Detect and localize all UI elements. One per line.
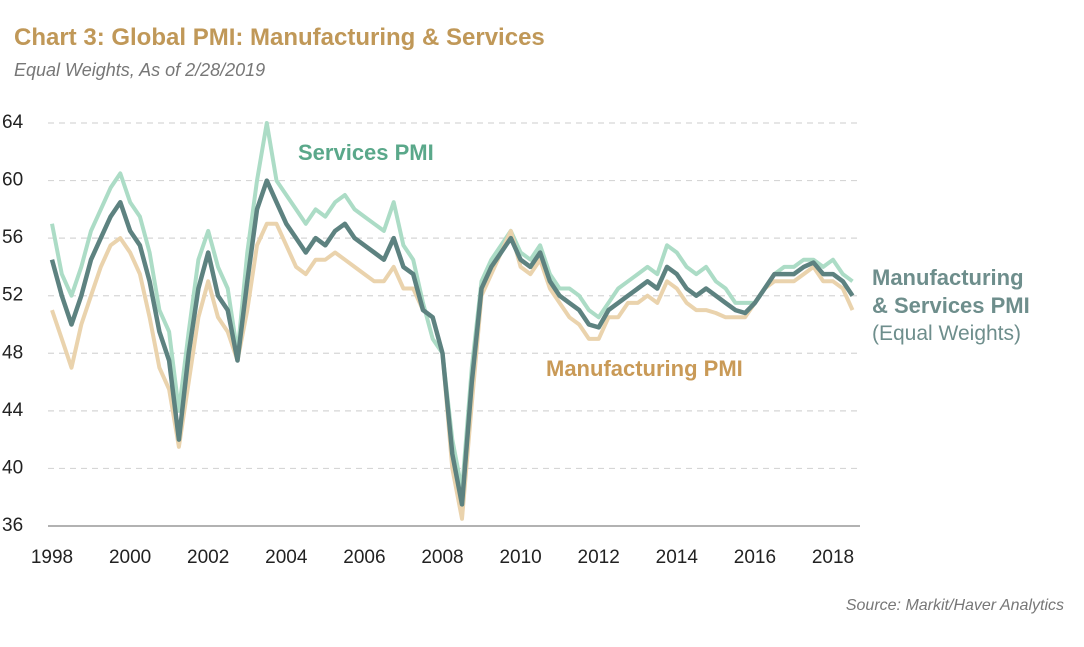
series-label: Services PMI bbox=[298, 140, 434, 165]
source: Source: Markit/Haver Analytics bbox=[845, 597, 1064, 614]
series-line bbox=[50, 221, 855, 521]
x-tick-label: 2000 bbox=[109, 547, 151, 568]
x-tick-label: 2016 bbox=[734, 547, 776, 568]
y-tick-label: 64 bbox=[2, 112, 24, 133]
y-tick-label: 56 bbox=[2, 227, 23, 248]
x-tick-label: 2008 bbox=[421, 547, 463, 568]
y-tick-label: 52 bbox=[2, 285, 23, 306]
x-tick-label: 2018 bbox=[812, 547, 854, 568]
chart-title: Chart 3: Global PMI: Manufacturing & Ser… bbox=[14, 24, 545, 51]
x-tick-label: 2014 bbox=[656, 547, 699, 568]
chart-subtitle: Equal Weights, As of 2/28/2019 bbox=[14, 60, 266, 80]
y-tick-label: 48 bbox=[2, 342, 23, 363]
series-line bbox=[49, 178, 855, 507]
annotation: (Equal Weights) bbox=[872, 322, 1022, 345]
y-tick-label: 36 bbox=[2, 515, 23, 536]
x-tick-label: 2010 bbox=[499, 547, 541, 568]
x-tick-label: 2004 bbox=[265, 547, 308, 568]
y-tick-label: 44 bbox=[2, 400, 24, 421]
x-tick-label: 2012 bbox=[578, 547, 620, 568]
x-tick-label: 1998 bbox=[31, 547, 73, 568]
y-tick-label: 40 bbox=[2, 457, 23, 478]
y-tick-label: 60 bbox=[2, 170, 23, 191]
x-tick-label: 2002 bbox=[187, 547, 229, 568]
x-tick-label: 2006 bbox=[343, 547, 385, 568]
series-label: Manufacturing PMI bbox=[546, 356, 743, 381]
series-label: Manufacturing & Services PMI bbox=[872, 265, 1030, 318]
